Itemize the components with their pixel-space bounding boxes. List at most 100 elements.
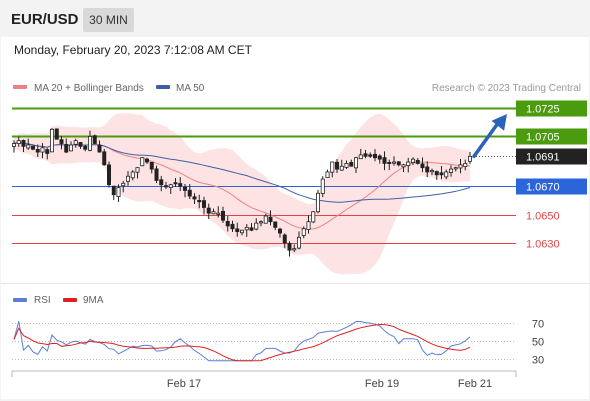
candle-body (206, 207, 211, 214)
projection-arrow-head (491, 114, 507, 131)
rsi-line (13, 321, 471, 362)
candle-body (159, 179, 164, 186)
candle-body (358, 154, 363, 160)
candle-body (401, 164, 406, 168)
candle-body (282, 234, 287, 244)
rsi-legend-label: RSI (34, 295, 51, 306)
candle-body (311, 211, 316, 223)
current-label-text: 1.0691 (526, 152, 560, 164)
pivot-label-text: 1.0670 (526, 182, 560, 194)
rsi-swatch (13, 298, 27, 302)
candle-body (258, 221, 263, 224)
candle-body (453, 167, 458, 170)
rsi-axis-label: 70 (532, 319, 544, 331)
candle-body (220, 210, 225, 221)
candle-body (116, 187, 121, 198)
rsi-axis-label: 50 (532, 337, 544, 349)
candle-body (78, 142, 83, 147)
rsi-axis-label: 30 (532, 355, 544, 367)
candle-body (102, 151, 107, 166)
candle-body (349, 161, 354, 167)
candle-body (396, 161, 401, 166)
candle-body (83, 145, 88, 150)
candle-body (448, 168, 453, 173)
candle-body (458, 164, 463, 169)
rsi-ma9-line (13, 323, 471, 362)
projection-arrow-shaft (472, 117, 503, 159)
candle-body (425, 166, 430, 173)
candle-body (353, 157, 358, 169)
ma20-swatch (13, 85, 27, 89)
current-label-box (516, 148, 587, 165)
candle-body (273, 221, 278, 228)
candle-body (320, 178, 325, 194)
candle-body (178, 183, 183, 187)
candle-body (254, 222, 259, 230)
candle-body (144, 158, 149, 163)
candle-body (111, 185, 116, 196)
ma50-legend-label: MA 50 (176, 83, 205, 94)
header-bar: EUR/USD 30 MIN (1, 1, 590, 37)
candle-body (154, 168, 159, 181)
candle-body (444, 171, 449, 178)
timeframe-button[interactable]: 30 MIN (83, 8, 134, 32)
candle-body (130, 171, 135, 179)
resistance-label-text: 1.0705 (526, 132, 560, 144)
candle-body (377, 155, 382, 160)
candle-body (201, 200, 206, 208)
candle-body (382, 157, 387, 164)
candle-body (21, 140, 26, 147)
candle-body (463, 163, 468, 167)
candle-body (410, 158, 415, 164)
date-line: Monday, February 20, 2023 7:12:08 AM CET (14, 43, 252, 57)
instrument-name: EUR/USD (11, 11, 79, 28)
candle-body (339, 165, 344, 171)
x-tick-label: Feb 19 (365, 378, 399, 390)
candle-body (387, 161, 392, 164)
x-tick-label: Feb 21 (458, 378, 492, 390)
candle-body (73, 140, 78, 145)
ma50-swatch (156, 85, 170, 89)
candle-body (420, 163, 425, 169)
candle-body (30, 145, 35, 150)
candle-body (26, 144, 31, 149)
candle-body (315, 192, 320, 213)
support-label-text: 1.0630 (526, 239, 560, 251)
ma9-swatch (63, 298, 77, 302)
level-labels: 1.0725 1.0705 1.0691 1.0670 1.0650 1.0630 (516, 100, 587, 251)
x-tick-label: Feb 17 (167, 378, 201, 390)
candle-body (45, 149, 50, 154)
candle-body (325, 171, 330, 179)
candle-body (126, 175, 131, 182)
candle-body (59, 139, 64, 144)
candle-body (163, 185, 168, 188)
support-label-text: 1.0650 (526, 211, 560, 223)
pivot-label-box (516, 178, 587, 195)
candle-body (97, 144, 102, 153)
candle-body (140, 157, 145, 167)
candle-body (149, 161, 154, 170)
resistance-label-box (516, 100, 587, 117)
candle-body (368, 154, 373, 157)
candle-body (69, 144, 74, 152)
candle-body (330, 161, 335, 173)
candle-body (197, 200, 202, 203)
rsi-panel: 70 50 30 (12, 319, 544, 367)
candle-body (135, 167, 140, 173)
candle-body (301, 228, 306, 236)
candle-body (16, 140, 21, 144)
panel-divider (1, 283, 590, 284)
candle-body (244, 226, 249, 231)
candle-body (439, 172, 444, 176)
research-credit: Research © 2023 Trading Central (432, 83, 581, 94)
ma20-legend-label: MA 20 + Bollinger Bands (34, 83, 144, 94)
candle-body (363, 153, 368, 157)
candle-body (263, 215, 268, 224)
candle-body (192, 196, 197, 200)
candle-body (296, 236, 301, 249)
candle-body (182, 186, 187, 191)
candle-body (40, 147, 45, 153)
candle-body (306, 221, 311, 230)
